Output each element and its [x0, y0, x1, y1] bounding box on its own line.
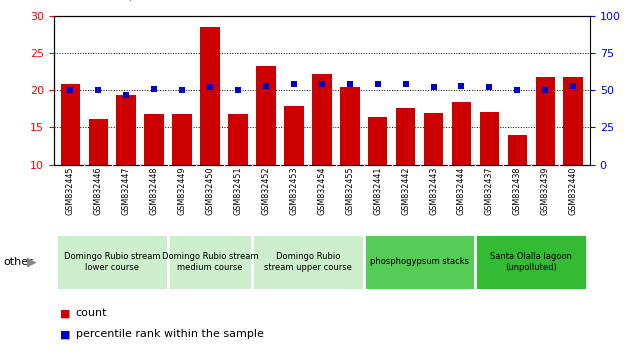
Bar	[480, 112, 499, 165]
FancyBboxPatch shape	[168, 234, 252, 290]
Text: GSM832443: GSM832443	[429, 167, 438, 215]
Bar	[88, 119, 108, 165]
Bar	[536, 77, 555, 165]
Bar	[284, 106, 304, 165]
Bar	[172, 114, 192, 165]
Bar	[563, 77, 583, 165]
Text: ■: ■	[60, 329, 71, 339]
Text: GSM832438: GSM832438	[513, 167, 522, 215]
Text: GSM832454: GSM832454	[317, 167, 326, 215]
Text: GSM832439: GSM832439	[541, 167, 550, 215]
Bar	[61, 84, 80, 165]
Bar	[507, 135, 527, 165]
Text: GSM832452: GSM832452	[261, 167, 271, 215]
Text: GSM832437: GSM832437	[485, 167, 494, 215]
Bar	[312, 74, 331, 165]
Text: GSM832448: GSM832448	[150, 167, 159, 215]
Text: GSM832450: GSM832450	[206, 167, 215, 215]
Text: ■: ■	[60, 308, 71, 319]
Text: GDS5331 / 8588: GDS5331 / 8588	[60, 0, 174, 2]
Bar	[340, 86, 360, 165]
Text: GSM832449: GSM832449	[178, 167, 187, 215]
Text: GSM832447: GSM832447	[122, 167, 131, 215]
Bar	[424, 113, 444, 165]
Bar	[256, 67, 276, 165]
Text: GSM832455: GSM832455	[345, 167, 354, 215]
Text: GSM832440: GSM832440	[569, 167, 578, 215]
Bar	[228, 114, 248, 165]
Text: percentile rank within the sample: percentile rank within the sample	[76, 329, 264, 339]
Text: GSM832446: GSM832446	[94, 167, 103, 215]
Text: GSM832442: GSM832442	[401, 167, 410, 215]
Bar	[396, 108, 415, 165]
FancyBboxPatch shape	[475, 234, 587, 290]
Text: GSM832451: GSM832451	[233, 167, 242, 215]
Text: other: other	[3, 257, 33, 267]
Text: GSM832453: GSM832453	[290, 167, 298, 215]
Text: GSM832441: GSM832441	[373, 167, 382, 215]
Bar	[452, 102, 471, 165]
Bar	[144, 114, 164, 165]
Text: Santa Olalla lagoon
(unpolluted): Santa Olalla lagoon (unpolluted)	[490, 252, 572, 272]
Text: count: count	[76, 308, 107, 319]
Bar	[200, 27, 220, 165]
Text: phosphogypsum stacks: phosphogypsum stacks	[370, 257, 469, 267]
Bar	[368, 117, 387, 165]
Bar	[117, 96, 136, 165]
Text: ▶: ▶	[27, 256, 36, 268]
Text: Domingo Rubio stream
lower course: Domingo Rubio stream lower course	[64, 252, 160, 272]
FancyBboxPatch shape	[252, 234, 363, 290]
Text: GSM832445: GSM832445	[66, 167, 75, 215]
Text: GSM832444: GSM832444	[457, 167, 466, 215]
FancyBboxPatch shape	[56, 234, 168, 290]
FancyBboxPatch shape	[363, 234, 475, 290]
Text: Domingo Rubio
stream upper course: Domingo Rubio stream upper course	[264, 252, 351, 272]
Text: Domingo Rubio stream
medium course: Domingo Rubio stream medium course	[162, 252, 258, 272]
